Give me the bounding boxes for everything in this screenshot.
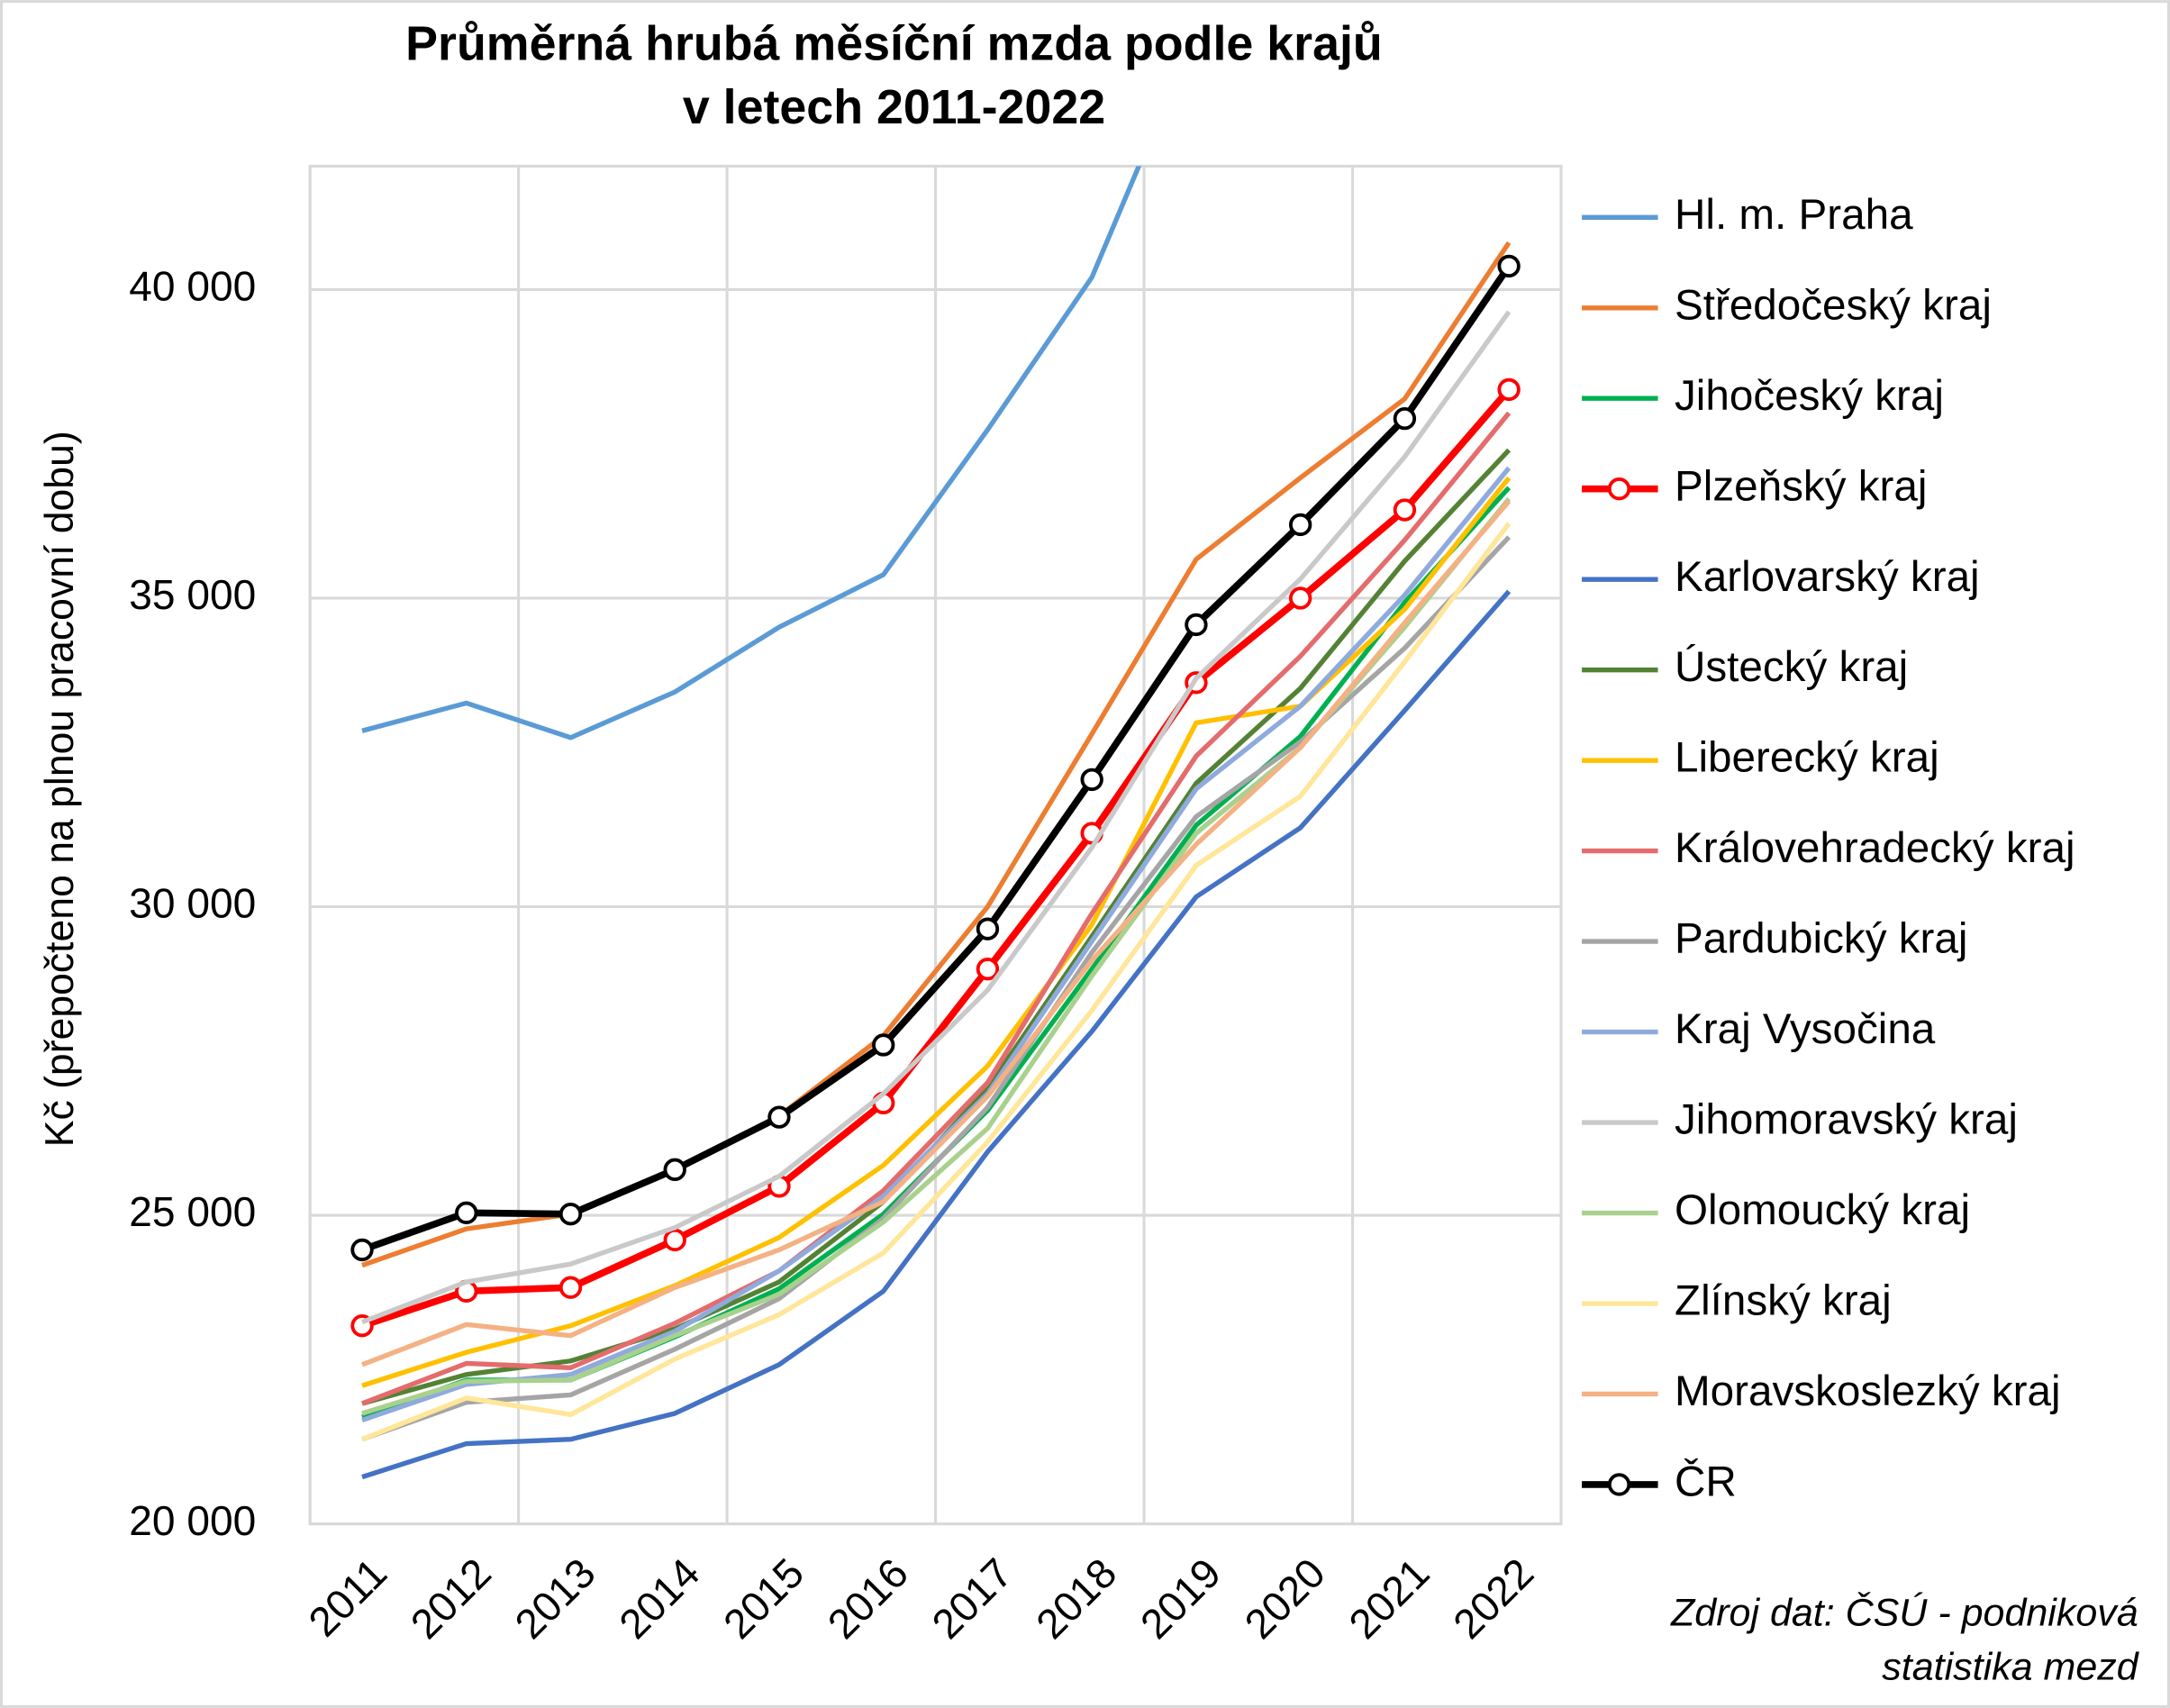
legend-label: Jihočeský kraj: [1675, 372, 1944, 420]
data-point: [1288, 513, 1312, 537]
data-point: [1393, 406, 1417, 431]
legend-marker: [1607, 477, 1631, 501]
chart-title: Průměrná hrubá měsíční mzda podle krajů: [405, 17, 1383, 71]
data-point: [1497, 254, 1521, 278]
legend-label: Pardubický kraj: [1675, 915, 1967, 963]
legend-label: Hl. m. Praha: [1675, 191, 1913, 239]
data-point: [976, 958, 1000, 981]
legend-label: Olomoucký kraj: [1675, 1186, 1970, 1234]
legend-label: Středočeský kraj: [1675, 281, 1992, 329]
y-tick-label: 20 000: [129, 1497, 256, 1544]
data-point: [558, 1203, 583, 1226]
plot-area: [350, 166, 1521, 1480]
data-point: [350, 1238, 374, 1262]
plot-border: [308, 164, 1563, 1526]
legend-label: ČR: [1675, 1458, 1737, 1506]
series-line: [361, 411, 1512, 1406]
data-point: [767, 1105, 791, 1129]
data-point: [663, 1228, 686, 1252]
y-tick-label: 35 000: [129, 571, 256, 618]
series-line: [360, 264, 1512, 1254]
legend-label: Plzeňský kraj: [1675, 462, 1927, 510]
series-line: [361, 166, 1142, 740]
y-tick-label: 40 000: [129, 263, 256, 310]
source-note: statistika mezd: [1882, 1645, 2139, 1688]
chart-title: v letech 2011-2022: [683, 80, 1105, 134]
legend-label: Moravskoslezký kraj: [1675, 1367, 2061, 1415]
legend-marker: [1607, 1473, 1631, 1496]
data-point: [663, 1158, 686, 1182]
legend-label: Kraj Vysočina: [1675, 1005, 1936, 1053]
data-point: [1497, 377, 1521, 402]
data-point: [1080, 768, 1103, 792]
data-point: [1393, 498, 1417, 522]
legend-label: Ústecký kraj: [1675, 642, 1908, 691]
data-point: [872, 1033, 895, 1057]
series-line: [361, 499, 1512, 1367]
legend-label: Královehradecký kraj: [1675, 824, 2075, 872]
series-line: [361, 466, 1512, 1423]
y-tick-label: 30 000: [129, 880, 256, 927]
data-point: [1288, 586, 1312, 610]
source-note: Zdroj dat: ČSÚ - podniková: [1670, 1591, 2138, 1634]
series-line: [360, 386, 1512, 1330]
data-point: [976, 917, 1000, 940]
series-line: [361, 589, 1512, 1480]
data-point: [455, 1201, 478, 1224]
data-point: [558, 1276, 583, 1299]
series-line: [361, 310, 1512, 1325]
legend-label: Liberecký kraj: [1675, 734, 1939, 782]
y-tick-label: 25 000: [129, 1188, 256, 1235]
legend-label: Jihomoravský kraj: [1675, 1096, 2018, 1144]
data-point: [1185, 613, 1208, 637]
y-axis-label: Kč (přepočteno na plnou pracovní dobu): [38, 431, 82, 1147]
legend-label: Zlínský kraj: [1675, 1277, 1892, 1325]
legend-label: Karlovarský kraj: [1675, 553, 1980, 601]
series-line: [361, 522, 1512, 1442]
